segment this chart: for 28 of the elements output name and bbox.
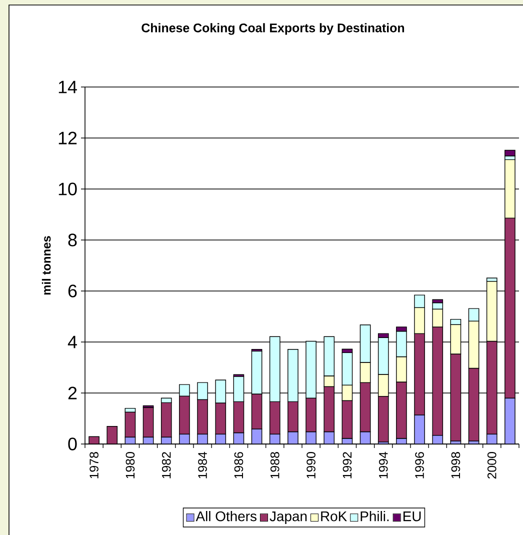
x-tick-label: 1996 (415, 452, 424, 478)
legend-label: Japan (270, 512, 307, 524)
bar (504, 150, 516, 156)
y-tick-label: 8 (68, 234, 77, 246)
y-axis-title: mil tonnes (42, 236, 51, 295)
x-tick-label: 2000 (487, 452, 496, 479)
x-tick-label: 1988 (270, 452, 280, 478)
x-tick-label: 1990 (306, 452, 316, 478)
y-tick-label: 14 (58, 80, 77, 94)
legend-label: RoK (321, 512, 347, 522)
chart-title: Chinese Coking Coal Exports by Destination (142, 23, 404, 35)
x-tick-label: 1980 (126, 452, 135, 478)
y-tick-label: 10 (58, 182, 77, 196)
y-tick-label: 6 (68, 284, 77, 298)
y-tick-label: 2 (68, 386, 77, 400)
x-tick-label: 1998 (451, 452, 460, 478)
x-tick-label: 1982 (162, 452, 171, 478)
x-tick-label: 1986 (234, 452, 244, 478)
y-tick-label: 12 (58, 132, 77, 144)
legend-label: EU (403, 512, 421, 522)
x-tick-label: 1992 (342, 452, 352, 478)
x-tick-label: 1994 (378, 452, 388, 478)
legend-label: Phili. (360, 510, 389, 522)
y-tick-label: 4 (68, 336, 77, 348)
y-tick-label: 0 (68, 438, 77, 450)
x-tick-label: 1984 (198, 452, 207, 478)
legend-label: All Others (196, 510, 256, 522)
x-tick-label: 1978 (90, 452, 98, 478)
